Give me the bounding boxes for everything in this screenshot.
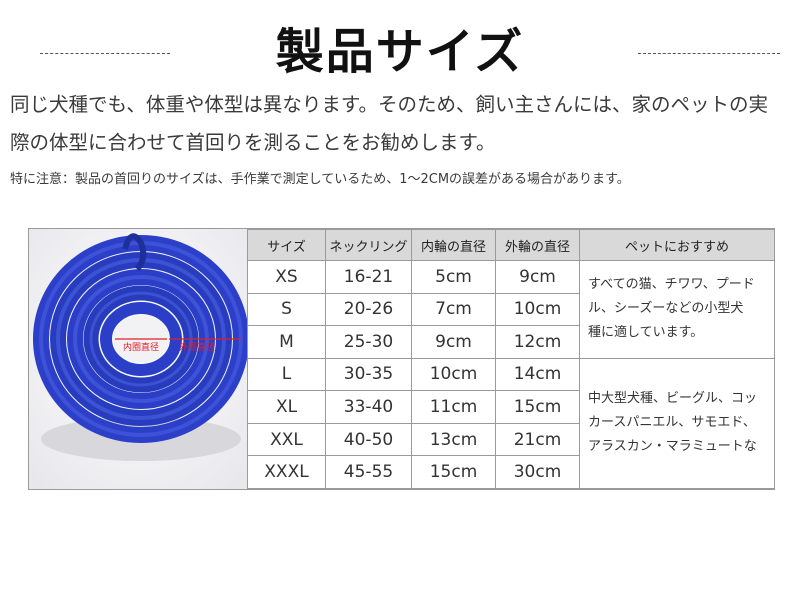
recommendation-large: 中大型犬種、ビーグル、コッ カースパニエル、サモエド、 アラスカン・マラミュート…	[579, 357, 775, 490]
inner-diameter-label: 内圈直径	[123, 341, 159, 353]
neck-cell: 25-30	[325, 325, 412, 359]
outer-cell: 30cm	[495, 455, 580, 489]
rec-small-line-3: 種に適しています。	[588, 325, 704, 341]
header-outer-diameter: 外輪の直径	[495, 229, 580, 261]
table-row: XXXL 45-55 15cm 30cm	[247, 455, 775, 489]
inner-cell: 9cm	[411, 325, 496, 359]
page-title: 製品サイズ	[275, 24, 525, 80]
collar-photo: 内圈直径 外圈直径	[29, 229, 248, 489]
size-chart-figure: 内圈直径 外圈直径 サイズ ネックリング 内輪の直径 外輪の直径 ペットにおすす…	[28, 228, 775, 490]
table-row: M 25-30 9cm 12cm	[247, 325, 775, 359]
neck-cell: 33-40	[325, 390, 412, 424]
rec-large-line-1: 中大型犬種、ビーグル、コッ	[588, 391, 758, 407]
size-cell: M	[247, 325, 326, 359]
rec-large-line-3: アラスカン・マラミュートな	[588, 439, 757, 455]
outer-cell: 14cm	[495, 357, 580, 392]
title-divider-left	[40, 53, 170, 54]
inner-cell: 5cm	[411, 260, 496, 294]
size-cell: S	[247, 292, 326, 327]
size-cell: XS	[247, 260, 326, 294]
measurement-note: 特に注意：製品の首回りのサイズは、手作業で測定しているため、1～2CMの誤差があ…	[10, 172, 630, 187]
neck-cell: 20-26	[325, 292, 412, 327]
rec-large-line-2: カースパニエル、サモエド、	[588, 415, 756, 431]
header-size: サイズ	[247, 229, 326, 261]
rec-small-line-2: ル、シーズーなどの小型犬	[588, 301, 744, 317]
outer-cell: 15cm	[495, 390, 580, 424]
table-row: XL 33-40 11cm 15cm	[247, 390, 775, 424]
header-inner-diameter: 内輪の直径	[411, 229, 496, 261]
table-row: XXL 40-50 13cm 21cm	[247, 422, 775, 457]
header-recommended-pet: ペットにおすすめ	[579, 229, 775, 261]
table-row: XS 16-21 5cm 9cm すべての猫、チワワ、プード ル、シーズーなどの…	[247, 260, 775, 359]
size-table: サイズ ネックリング 内輪の直径 外輪の直径 ペットにおすすめ XS 16-21…	[247, 229, 775, 490]
table-row: S 20-26 7cm 10cm	[247, 292, 775, 327]
outer-cell: 9cm	[495, 260, 580, 294]
outer-cell: 21cm	[495, 422, 580, 457]
intro-line-2: 際の体型に合わせて首回りを測ることをお勧めします。	[10, 131, 496, 154]
rec-small-line-1: すべての猫、チワワ、プード	[588, 277, 755, 293]
inner-cell: 13cm	[411, 422, 496, 457]
outer-cell: 10cm	[495, 292, 580, 327]
size-cell: L	[247, 357, 326, 392]
inner-cell: 15cm	[411, 455, 496, 489]
neck-cell: 45-55	[325, 455, 412, 489]
outer-cell: 12cm	[495, 325, 580, 359]
recommendation-small: すべての猫、チワワ、プード ル、シーズーなどの小型犬 種に適しています。	[579, 260, 775, 359]
table-header-row: サイズ ネックリング 内輪の直径 外輪の直径 ペットにおすすめ	[247, 229, 775, 261]
inner-cell: 10cm	[411, 357, 496, 392]
intro-line-1: 同じ犬種でも、体重や体型は異なります。そのため、飼い主さんには、家のペットの実	[10, 93, 768, 116]
size-cell: XXXL	[247, 455, 326, 489]
title-row: 製品サイズ	[0, 10, 800, 80]
intro-paragraph: 同じ犬種でも、体重や体型は異なります。そのため、飼い主さんには、家のペットの実 …	[10, 86, 795, 162]
inner-cell: 11cm	[411, 390, 496, 424]
inner-cell: 7cm	[411, 292, 496, 327]
neck-cell: 40-50	[325, 422, 412, 457]
outer-diameter-label: 外圈直径	[179, 341, 215, 353]
table-row: L 30-35 10cm 14cm 中大型犬種、ビーグル、コッ カースパニエル、…	[247, 357, 775, 490]
title-divider-right	[638, 53, 780, 54]
neck-cell: 30-35	[325, 357, 412, 392]
header-neck-ring: ネックリング	[325, 229, 412, 261]
size-cell: XXL	[247, 422, 326, 457]
inflatable-collar-image: 内圈直径 外圈直径	[29, 229, 247, 489]
size-cell: XL	[247, 390, 326, 424]
neck-cell: 16-21	[325, 260, 412, 294]
